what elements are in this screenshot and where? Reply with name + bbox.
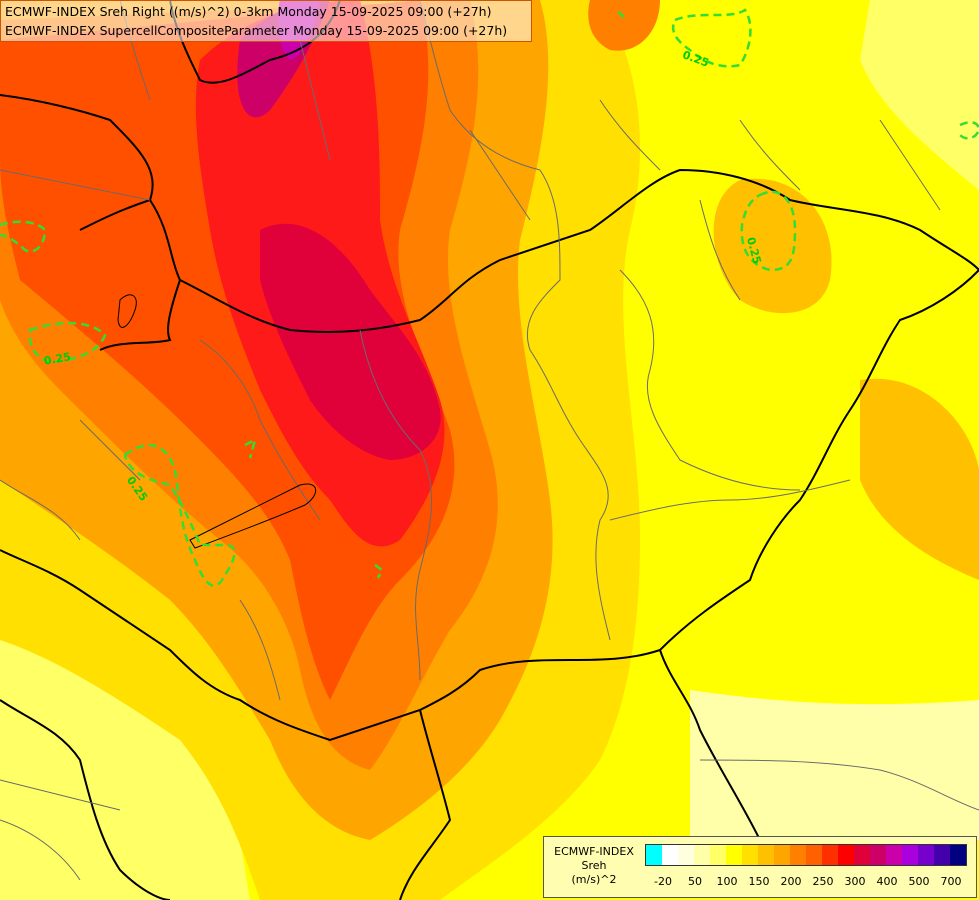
legend-tick-label: -20 — [654, 875, 672, 888]
legend-swatch — [694, 845, 710, 865]
legend-swatch — [838, 845, 854, 865]
region-borders — [0, 0, 979, 881]
region-crimson-core — [260, 223, 441, 460]
legend-tick-label: 200 — [780, 875, 802, 888]
legend-swatch — [646, 845, 662, 865]
legend-swatch — [726, 845, 742, 865]
region-orange-e — [860, 378, 979, 580]
legend-swatch — [790, 845, 806, 865]
legend-color-bar — [645, 844, 967, 866]
legend-swatch — [662, 845, 678, 865]
lake-balaton — [189, 483, 317, 549]
legend-swatch — [774, 845, 790, 865]
contour-label: 0.25 — [43, 350, 72, 368]
legend-tick-label: 400 — [876, 875, 898, 888]
legend-swatch — [822, 845, 838, 865]
legend-label: ECMWF-INDEX Sreh (m/s)^2 — [544, 845, 644, 887]
legend-swatch — [758, 845, 774, 865]
legend-ticks: -20 50 100 150 200 250 300 400 500 700 — [645, 875, 975, 891]
title-line-2: ECMWF-INDEX SupercellCompositeParameter … — [5, 23, 508, 38]
legend-tick-label: 50 — [688, 875, 702, 888]
legend-tick-label: 700 — [940, 875, 962, 888]
contour-lines — [0, 8, 979, 587]
legend-swatch — [918, 845, 934, 865]
legend-swatch — [854, 845, 870, 865]
region-orange-ne — [713, 178, 832, 314]
color-legend: ECMWF-INDEX Sreh (m/s)^2 -20 50 100 150 200 2… — [543, 836, 977, 898]
legend-label-line: Sreh — [581, 859, 607, 872]
legend-swatch — [902, 845, 918, 865]
legend-label-line: (m/s)^2 — [571, 873, 617, 886]
legend-swatch — [870, 845, 886, 865]
legend-tick-label: 300 — [844, 875, 866, 888]
legend-swatch — [742, 845, 758, 865]
legend-swatch — [886, 845, 902, 865]
legend-swatch — [934, 845, 950, 865]
region-pale-se — [690, 690, 979, 840]
map-title-box: ECMWF-INDEX Sreh Right ((m/s)^2) 0-3km M… — [0, 0, 532, 42]
legend-tick-label: 100 — [716, 875, 738, 888]
legend-tick-label: 250 — [812, 875, 834, 888]
legend-swatch — [950, 845, 966, 865]
legend-swatch — [806, 845, 822, 865]
region-orange-top — [588, 0, 660, 51]
legend-label-line: ECMWF-INDEX — [554, 845, 634, 858]
legend-swatch — [678, 845, 694, 865]
legend-tick-label: 500 — [908, 875, 930, 888]
region-pale-sw — [0, 640, 250, 900]
lake-neusiedl — [117, 294, 137, 328]
legend-tick-label: 150 — [748, 875, 770, 888]
title-line-1: ECMWF-INDEX Sreh Right ((m/s)^2) 0-3km M… — [5, 4, 492, 19]
legend-swatch — [710, 845, 726, 865]
region-pale-ne — [860, 0, 979, 190]
